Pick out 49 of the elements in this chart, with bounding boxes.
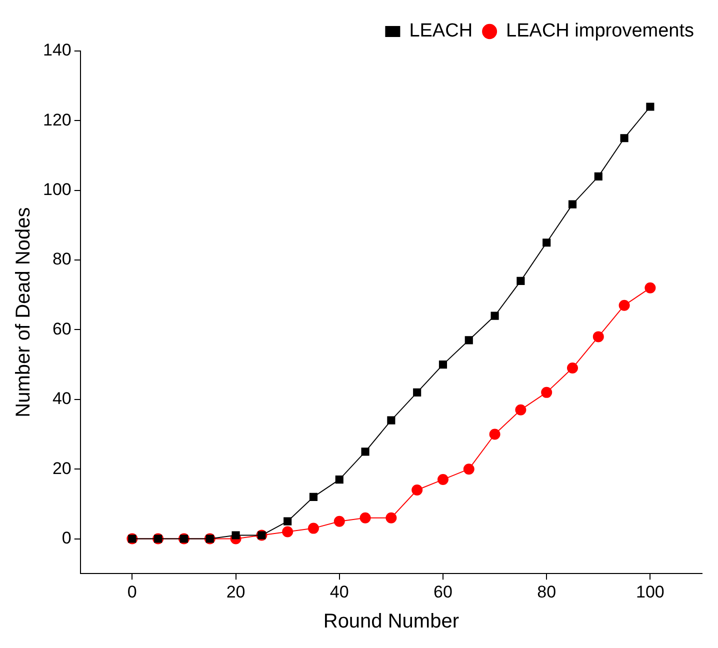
x-tick-label: 100 [636,582,664,602]
point [620,134,628,142]
point [594,172,602,180]
point [308,522,319,534]
point [542,238,551,247]
point [412,484,423,496]
x-tick-label: 0 [127,582,137,602]
point [413,388,422,396]
x-tick-label: 60 [434,582,452,602]
point [490,312,499,320]
point [463,464,474,475]
y-tick-label: 140 [42,40,72,60]
y-tick-label: 60 [52,319,72,338]
point [386,512,397,524]
point [464,336,473,344]
x-tick-label: 40 [330,582,349,602]
point [644,282,656,294]
y-tick-label: 40 [52,389,72,408]
point [568,200,577,208]
point [361,448,370,456]
point [334,516,345,527]
point [566,362,578,374]
y-tick-label: 80 [52,250,72,269]
point [232,531,240,540]
point [309,492,318,501]
point [282,526,294,538]
x-axis-title: Round Number [323,610,460,633]
point [541,386,552,398]
point [618,300,630,311]
point [335,475,344,484]
point [360,512,371,524]
x-tick-label: 80 [537,582,556,602]
y-tick-label: 100 [42,180,72,200]
point [284,517,292,526]
y-tick-label: 0 [62,528,72,548]
point [387,416,396,424]
y-tick-label: 120 [42,110,72,130]
legend-label: LEACH improvements [506,20,694,42]
point [438,360,448,369]
x-tick-label: 20 [226,582,246,602]
point [489,428,500,440]
point [515,404,526,416]
point [437,474,448,486]
y-tick-label: 20 [52,458,72,478]
point [646,102,654,111]
point [516,276,525,285]
legend-label: LEACH [409,20,473,42]
point [592,331,604,342]
y-axis-title: Number of Dead Nodes [12,207,35,418]
